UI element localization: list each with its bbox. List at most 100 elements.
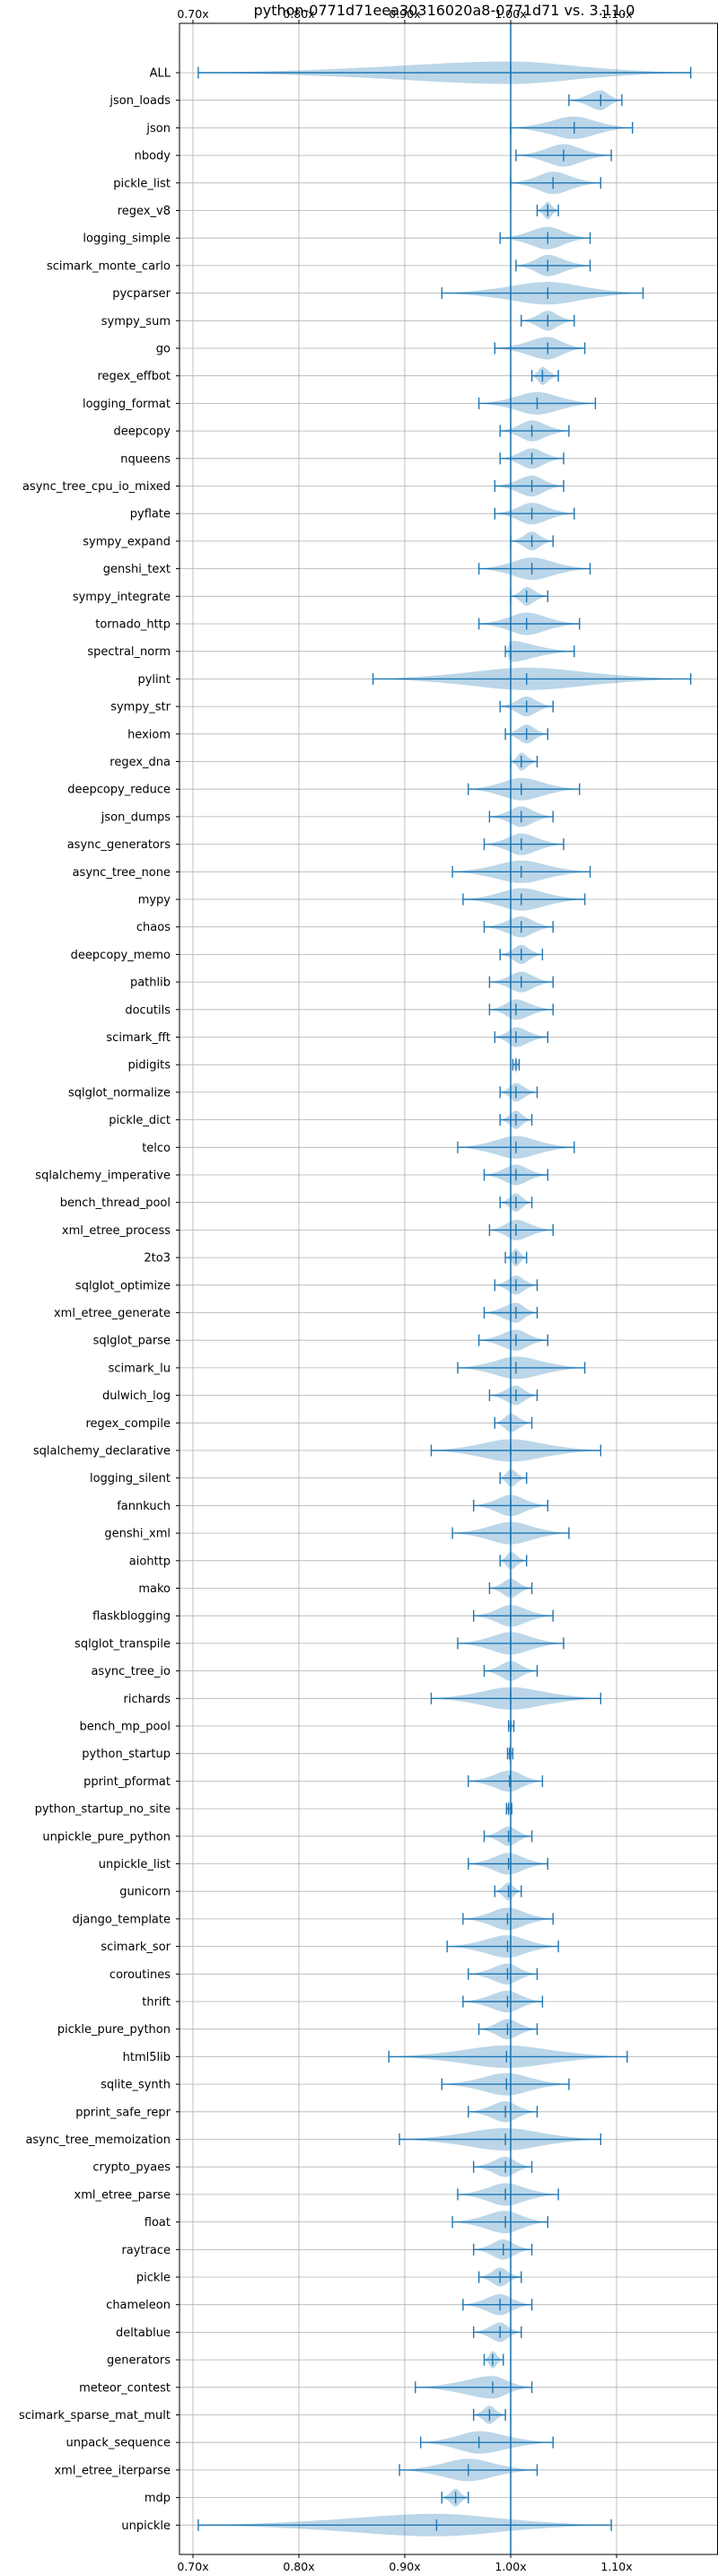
category-label: json <box>145 122 171 136</box>
category-label: deepcopy_memo <box>71 949 171 962</box>
category-label: richards <box>124 1693 171 1706</box>
category-label: sympy_str <box>110 701 171 714</box>
category-label: json_loads <box>109 94 171 108</box>
category-label: unpickle <box>121 2519 171 2533</box>
category-label: ALL <box>150 67 171 81</box>
category-label: sqlglot_parse <box>93 1335 171 1348</box>
category-label: pickle_dict <box>109 1114 171 1127</box>
category-label: mypy <box>138 894 171 907</box>
category-label: meteor_contest <box>79 2381 171 2395</box>
category-label: sqlglot_normalize <box>68 1086 171 1100</box>
category-label: logging_format <box>83 398 171 411</box>
category-label: sqlalchemy_declarative <box>33 1445 171 1459</box>
category-label: generators <box>107 2354 171 2368</box>
category-label: async_tree_cpu_io_mixed <box>22 480 171 494</box>
category-label: deepcopy <box>113 425 171 439</box>
category-label: python_startup <box>82 1748 171 1761</box>
category-label: python_startup_no_site <box>35 1803 171 1817</box>
category-label: pylint <box>137 673 171 687</box>
x-tick-label-bottom: 1.10x <box>600 2560 632 2573</box>
category-label: sympy_sum <box>101 315 171 329</box>
category-label: scimark_lu <box>109 1362 171 1375</box>
category-label: genshi_text <box>103 563 171 576</box>
category-label: mako <box>138 1582 171 1596</box>
category-label: pyflate <box>130 508 171 521</box>
category-label: float <box>144 2216 171 2230</box>
category-label: chaos <box>136 921 171 934</box>
category-label: aiohttp <box>129 1555 171 1568</box>
category-label: regex_compile <box>85 1417 171 1431</box>
category-label: hexiom <box>127 728 171 741</box>
x-tick-label-top: 1.00x <box>495 7 526 21</box>
category-label: xml_etree_parse <box>74 2188 171 2202</box>
category-label: coroutines <box>109 1968 171 1982</box>
x-tick-label-bottom: 0.70x <box>177 2560 208 2573</box>
category-label: sqlglot_transpile <box>74 1637 171 1651</box>
category-label: crypto_pyaes <box>92 2161 171 2175</box>
chart-title: python-0771d71eea30316020a8-0771d71 vs. … <box>254 2 635 19</box>
category-label: pathlib <box>130 977 171 990</box>
category-label: spectral_norm <box>87 645 171 659</box>
category-label: html5lib <box>123 2051 171 2064</box>
category-label: tornado_http <box>95 618 171 632</box>
category-label: regex_effbot <box>97 370 171 383</box>
category-label: sqlite_synth <box>101 2079 171 2092</box>
category-label: go <box>156 343 171 356</box>
category-label: xml_etree_iterparse <box>54 2464 171 2477</box>
x-tick-label-bottom: 0.80x <box>283 2560 314 2573</box>
category-label: xml_etree_process <box>62 1224 171 1238</box>
category-label: scimark_sparse_mat_mult <box>19 2409 171 2423</box>
category-label: async_tree_none <box>73 866 171 880</box>
x-tick-label-top: 0.80x <box>283 7 314 21</box>
category-label: pidigits <box>128 1059 171 1073</box>
category-label: flaskblogging <box>92 1610 171 1624</box>
category-label: async_tree_memoization <box>25 2134 171 2147</box>
x-tick-label-top: 0.90x <box>389 7 420 21</box>
category-label: telco <box>142 1142 171 1155</box>
category-label: unpack_sequence <box>66 2437 171 2450</box>
category-label: pickle_pure_python <box>57 2023 171 2037</box>
category-label: sqlalchemy_imperative <box>35 1170 171 1183</box>
x-tick-label-bottom: 1.00x <box>495 2560 526 2573</box>
category-label: scimark_monte_carlo <box>47 259 171 273</box>
category-label: scimark_fft <box>106 1031 171 1045</box>
category-label: pycparser <box>112 287 171 301</box>
category-label: raytrace <box>121 2244 171 2257</box>
x-tick-label-bottom: 0.90x <box>389 2560 420 2573</box>
category-label: bench_mp_pool <box>79 1721 171 1734</box>
category-label: mdp <box>144 2492 171 2505</box>
category-label: regex_dna <box>109 756 171 769</box>
x-tick-label-top: 0.70x <box>177 7 208 21</box>
category-label: async_generators <box>67 838 171 852</box>
category-label: logging_simple <box>83 232 171 246</box>
category-label: deepcopy_reduce <box>67 784 171 797</box>
category-label: fannkuch <box>117 1500 171 1513</box>
category-label: nbody <box>135 150 171 163</box>
category-label: gunicorn <box>119 1886 171 1899</box>
extent-bars <box>197 66 692 2531</box>
category-label: deltablue <box>116 2326 171 2340</box>
category-label: thrift <box>142 1996 171 2010</box>
category-label: pickle_list <box>113 177 171 190</box>
category-label: sqlglot_optimize <box>75 1279 171 1292</box>
category-label: unpickle_pure_python <box>42 1830 171 1844</box>
category-label: pprint_safe_repr <box>75 2106 171 2119</box>
category-label: pprint_pformat <box>83 1775 171 1789</box>
category-label: 2to3 <box>144 1252 171 1266</box>
category-label: chameleon <box>106 2299 171 2312</box>
category-label: logging_silent <box>90 1472 171 1485</box>
axes: 0.70x 0.70x 0.80x 0.80x 0.90x 0.90x 1.00x 1.00x… <box>176 7 718 2573</box>
category-label: django_template <box>73 1913 171 1926</box>
category-label: regex_v8 <box>118 205 171 218</box>
category-label: dulwich_log <box>102 1389 171 1403</box>
category-label: json_dumps <box>101 810 171 824</box>
category-label: xml_etree_generate <box>54 1307 171 1320</box>
category-label: async_tree_io <box>91 1665 171 1678</box>
category-label: unpickle_list <box>99 1858 171 1871</box>
category-label: nqueens <box>120 452 171 466</box>
category-label: sympy_integrate <box>73 591 171 604</box>
category-label: scimark_sor <box>101 1941 171 1954</box>
category-label: pickle <box>136 2272 171 2285</box>
